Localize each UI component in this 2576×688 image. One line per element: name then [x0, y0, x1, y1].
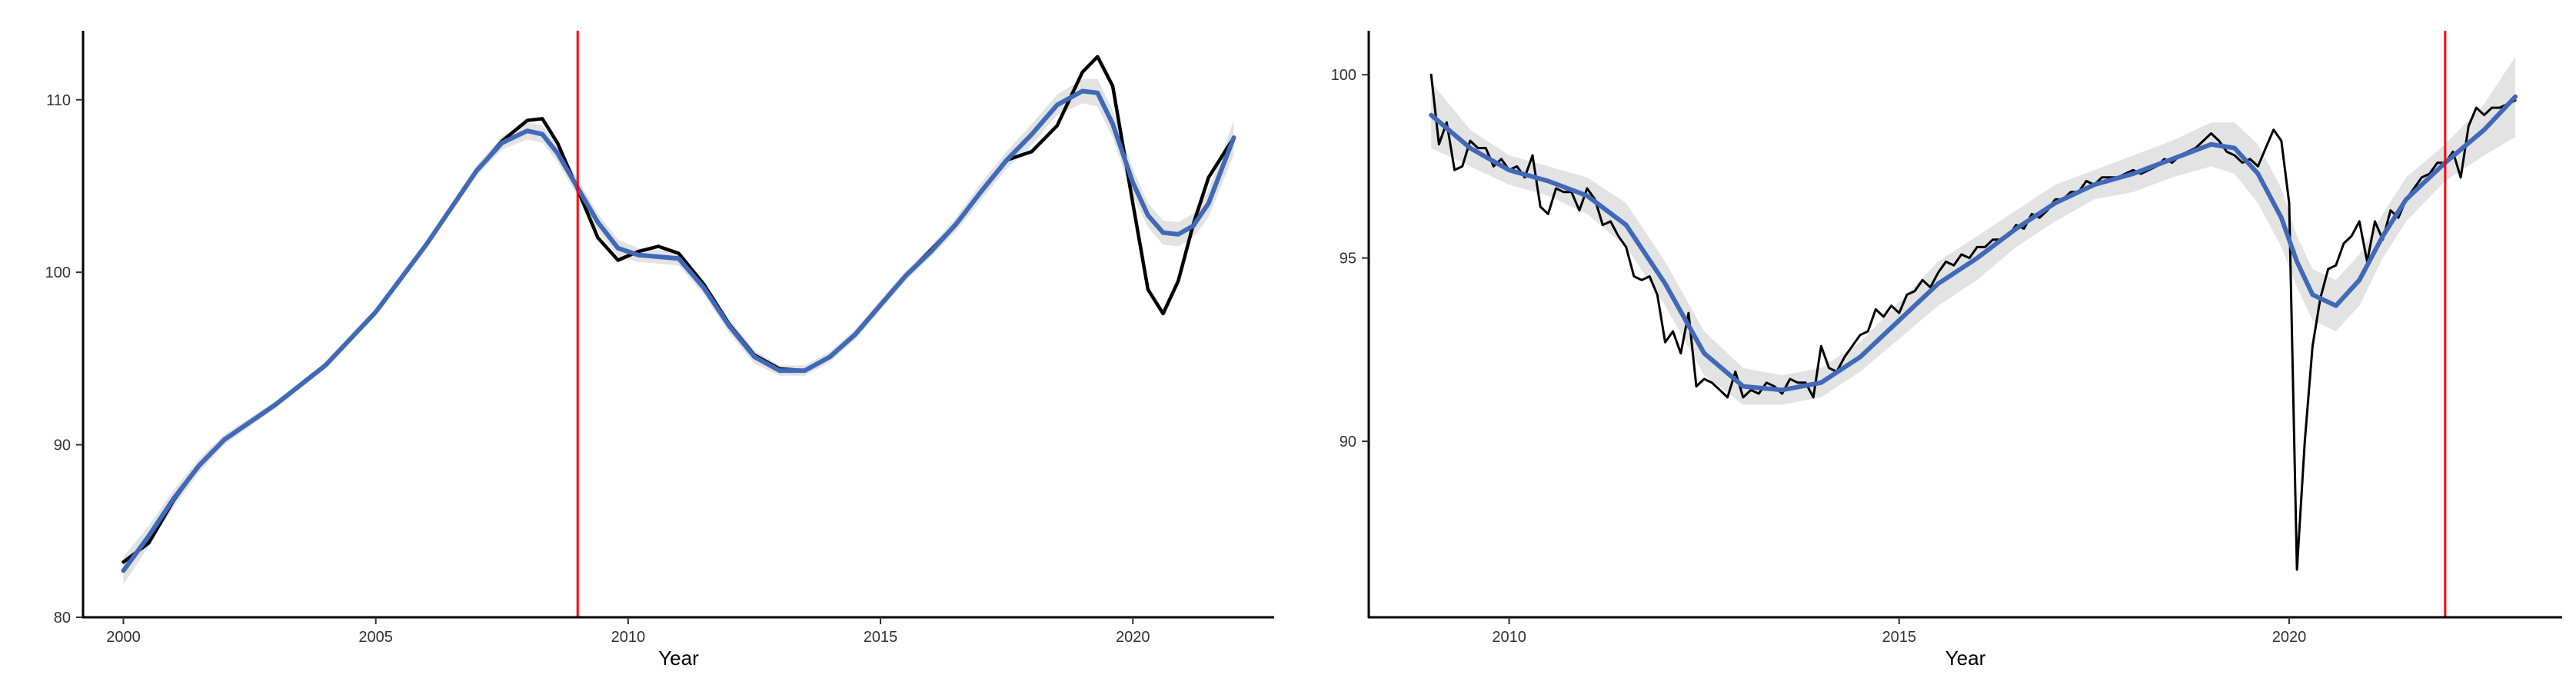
observed-series-line — [1429, 73, 2517, 571]
y-tick-label: 80 — [54, 610, 71, 627]
x-tick-label: 2015 — [864, 629, 898, 646]
x-tick-label: 2020 — [2272, 629, 2307, 646]
smoothed-trend-line — [121, 88, 1236, 573]
plot-area — [121, 31, 1236, 617]
x-axis-title: Year — [1945, 646, 1986, 670]
x-tick-label: 2005 — [358, 629, 393, 646]
chart-right-svg: 2010 2015 2020 90 95 100 Year — [1331, 31, 2562, 670]
y-tick-label: 95 — [1340, 251, 1356, 268]
x-tick-label: 2020 — [1116, 629, 1150, 646]
y-tick-label: 100 — [45, 264, 71, 281]
x-tick-label: 2000 — [106, 629, 141, 646]
observed-series-line — [121, 55, 1236, 564]
smoothed-trend-line — [1429, 94, 2518, 393]
y-tick-label: 100 — [1331, 67, 1356, 84]
y-tick-label: 110 — [46, 92, 71, 109]
x-tick-label: 2015 — [1882, 629, 1917, 646]
y-tick-label: 90 — [54, 437, 71, 454]
chart-panel-left: 2000 2005 2010 2015 2020 80 90 100 110 Year — [45, 31, 1274, 670]
plot-area — [1429, 31, 2518, 617]
y-tick-label: 90 — [1340, 434, 1356, 450]
x-tick-label: 2010 — [611, 629, 646, 646]
x-tick-label: 2010 — [1492, 629, 1526, 646]
chart-panel-right: 2010 2015 2020 90 95 100 Year — [1288, 0, 2576, 688]
chart-left-svg: 2000 2005 2010 2015 2020 80 90 100 110 Year — [45, 31, 1274, 670]
x-axis-title: Year — [658, 646, 699, 670]
confidence-band — [123, 78, 1234, 585]
confidence-band — [1431, 56, 2516, 405]
